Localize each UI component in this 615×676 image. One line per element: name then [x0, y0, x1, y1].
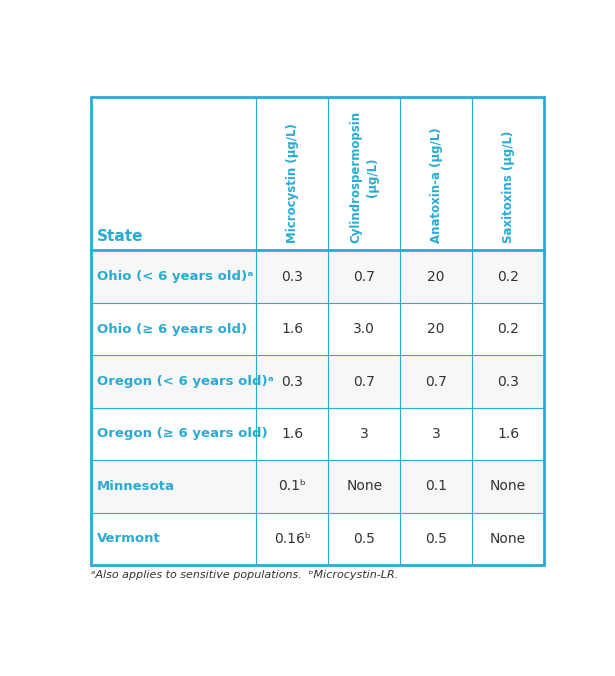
Bar	[91, 250, 544, 303]
Text: Vermont: Vermont	[97, 533, 161, 546]
Text: Ohio (≥ 6 years old): Ohio (≥ 6 years old)	[97, 322, 247, 335]
Text: 0.3: 0.3	[282, 375, 303, 389]
Text: 0.2: 0.2	[497, 322, 519, 336]
Bar	[91, 460, 544, 512]
Text: 3.0: 3.0	[354, 322, 375, 336]
Text: 1.6: 1.6	[281, 322, 303, 336]
Text: Oregon (< 6 years old)ᵃ: Oregon (< 6 years old)ᵃ	[97, 375, 274, 388]
Text: 0.3: 0.3	[497, 375, 519, 389]
Text: 0.7: 0.7	[354, 375, 375, 389]
Text: 0.7: 0.7	[425, 375, 447, 389]
Bar	[91, 408, 544, 460]
Text: 0.1ᵇ: 0.1ᵇ	[279, 479, 306, 493]
Text: 0.5: 0.5	[354, 532, 375, 546]
Text: 20: 20	[427, 270, 445, 283]
Text: Oregon (≥ 6 years old): Oregon (≥ 6 years old)	[97, 427, 268, 441]
Bar	[91, 356, 544, 408]
Text: State: State	[97, 229, 143, 244]
Text: Cylindrospermopsin
(μg/L): Cylindrospermopsin (μg/L)	[350, 111, 379, 243]
Bar	[91, 97, 544, 565]
Text: 0.1: 0.1	[425, 479, 447, 493]
Text: 20: 20	[427, 322, 445, 336]
Text: 1.6: 1.6	[497, 427, 519, 441]
Text: 0.16ᵇ: 0.16ᵇ	[274, 532, 311, 546]
Text: 3: 3	[432, 427, 440, 441]
Bar	[91, 303, 544, 356]
Text: Minnesota: Minnesota	[97, 480, 175, 493]
Text: Anatoxin-a (μg/L): Anatoxin-a (μg/L)	[430, 127, 443, 243]
Text: ᵃAlso applies to sensitive populations.  ᵇMicrocystin-LR.: ᵃAlso applies to sensitive populations. …	[91, 571, 399, 581]
Text: 0.3: 0.3	[282, 270, 303, 283]
Text: None: None	[490, 532, 526, 546]
Text: None: None	[346, 479, 383, 493]
Text: 3: 3	[360, 427, 368, 441]
Text: Ohio (< 6 years old)ᵃ: Ohio (< 6 years old)ᵃ	[97, 270, 253, 283]
Text: 1.6: 1.6	[281, 427, 303, 441]
Text: None: None	[490, 479, 526, 493]
Bar	[91, 512, 544, 565]
Text: 0.2: 0.2	[497, 270, 519, 283]
Text: Microcystin (μg/L): Microcystin (μg/L)	[286, 123, 299, 243]
Text: Saxitoxins (μg/L): Saxitoxins (μg/L)	[501, 130, 515, 243]
Text: 0.5: 0.5	[425, 532, 447, 546]
Text: 0.7: 0.7	[354, 270, 375, 283]
